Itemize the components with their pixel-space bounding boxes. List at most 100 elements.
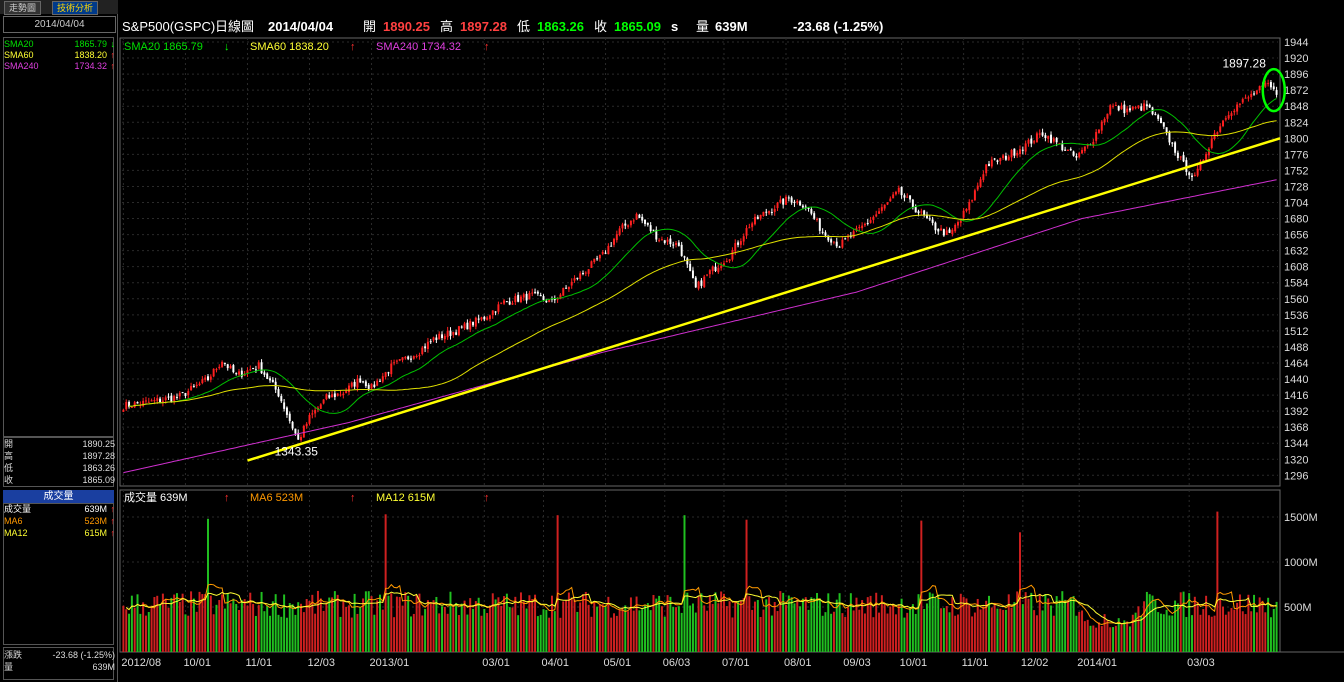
candle-body <box>421 347 424 354</box>
volume-bar <box>1055 596 1058 652</box>
candle-body <box>362 381 365 383</box>
price-pane <box>119 37 1281 487</box>
volume-bar <box>1261 600 1264 652</box>
volume-bar <box>1002 609 1005 652</box>
candle-body <box>297 432 300 440</box>
volume-bar <box>697 596 700 652</box>
volume-bar <box>1019 532 1022 652</box>
sma-legend-label: SMA60 1838.20 <box>250 41 329 53</box>
volume-bar <box>1151 595 1154 652</box>
candle-body <box>996 160 999 162</box>
volume-bar <box>1269 617 1272 652</box>
candle-body <box>1120 105 1123 110</box>
candle-body <box>390 363 393 375</box>
volume-bar <box>720 591 723 652</box>
volume-bar <box>942 608 945 652</box>
candle-body <box>570 281 573 286</box>
candle-body <box>153 400 156 402</box>
candle-body <box>238 371 240 375</box>
low-value: 1863.26 <box>537 19 584 34</box>
volume-bar <box>505 593 508 652</box>
volume-bar <box>486 613 489 652</box>
volume-bar <box>1058 600 1061 652</box>
vol-value: 639M <box>84 504 107 514</box>
volume-bar <box>909 607 912 652</box>
volume-bar <box>1117 618 1120 652</box>
symbol: S&P500(GSPC) <box>122 19 215 34</box>
candle-body <box>866 222 869 224</box>
price-annotation: 1897.28 <box>1222 56 1266 70</box>
candle-body <box>598 254 601 259</box>
volume-bar <box>378 594 381 652</box>
volume-bar <box>968 604 971 652</box>
volume-bar <box>452 607 455 652</box>
volume-bar <box>322 610 325 652</box>
price-tick-label: 1800 <box>1284 133 1308 145</box>
candle-body <box>263 372 266 375</box>
volume-bar <box>691 603 694 652</box>
candle-body <box>807 207 810 209</box>
volume-bar <box>920 520 923 652</box>
volume-bar <box>508 607 511 652</box>
volume-bar <box>128 613 131 652</box>
volume-ma-lines <box>125 583 1277 626</box>
candle-body <box>666 239 669 242</box>
candle-body <box>847 236 850 238</box>
volume-axis: 1500M 1000M 500M <box>1284 512 1318 614</box>
candle-body <box>415 355 418 357</box>
volume-bar <box>1004 609 1007 652</box>
volume-bar <box>973 612 976 652</box>
candle-body <box>1126 108 1129 113</box>
volume-bar <box>1236 602 1239 652</box>
candle-body <box>483 316 486 320</box>
candle-body <box>514 296 517 303</box>
candle-body <box>1157 115 1160 119</box>
volume-bar <box>742 598 745 652</box>
stock-chart[interactable]: S&P500(GSPC) 日線圖 2014/04/04 開 1890.25 高 … <box>118 0 1344 682</box>
price-tick-label: 1728 <box>1284 181 1308 193</box>
volume-ma6-line <box>125 583 1277 626</box>
volume-bar <box>675 607 678 652</box>
candle-body <box>1182 155 1185 162</box>
candle-body <box>486 317 489 320</box>
tab-technical-analysis[interactable]: 技術分析 <box>52 1 99 15</box>
candle-body <box>339 394 342 396</box>
price-tick-label: 1704 <box>1284 197 1308 209</box>
candle-body <box>765 211 768 213</box>
candle-body <box>824 232 827 236</box>
candle-body <box>536 291 539 294</box>
candle-body <box>649 225 652 231</box>
candle-body <box>497 304 500 312</box>
volume-bar <box>559 617 562 652</box>
candle-body <box>832 241 835 243</box>
candle-body <box>689 263 692 271</box>
volume-bar <box>1238 594 1241 652</box>
volume-bar <box>849 593 852 652</box>
volume-bar <box>703 605 706 652</box>
candle-body <box>988 163 990 167</box>
tab-trend-chart[interactable]: 走勢圖 <box>4 1 42 15</box>
volume-bar <box>333 591 336 652</box>
candle-body <box>748 227 751 229</box>
candle-body <box>198 383 201 386</box>
volume-bar <box>477 597 480 652</box>
volume-tick-label: 1000M <box>1284 557 1318 569</box>
volume-bar <box>658 595 661 652</box>
date-tick-label: 2014/01 <box>1077 657 1117 669</box>
price-tick-label: 1440 <box>1284 374 1308 386</box>
volume-bar <box>892 603 895 652</box>
candle-body <box>429 341 432 343</box>
candle-body <box>779 199 782 203</box>
volume-bar <box>872 617 875 652</box>
candle-body <box>683 256 686 258</box>
close-label: 收 <box>594 19 607 34</box>
volume-bar <box>269 615 272 652</box>
candle-body <box>861 225 864 229</box>
candle-body <box>319 404 322 409</box>
candle-body <box>618 228 621 235</box>
volume-bar <box>706 610 709 652</box>
volume-bar <box>731 617 734 652</box>
change-info-box <box>3 647 114 680</box>
volume-bar <box>894 614 897 652</box>
candle-body <box>971 200 974 202</box>
